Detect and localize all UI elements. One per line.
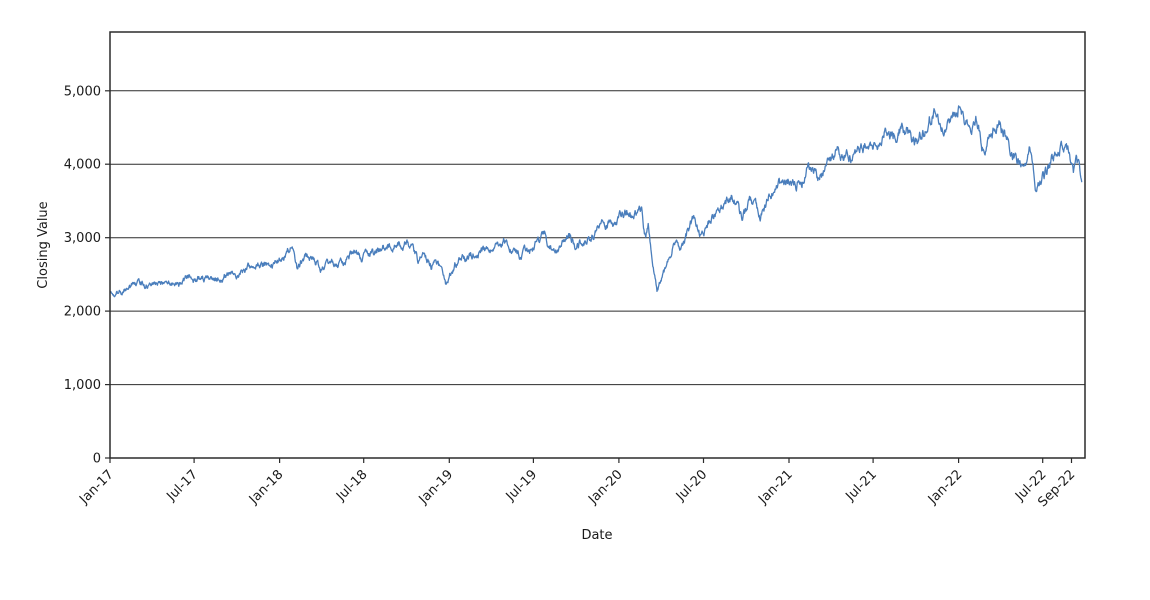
y-tick-label: 0 [93,452,101,467]
x-tick-label: Jul-19 [503,467,540,504]
x-axis-title: Date [581,528,612,543]
y-tick-label: 5,000 [64,84,101,99]
y-tick-label: 3,000 [64,231,101,246]
x-tick-label: Jul-17 [164,467,201,504]
plot-border [109,31,1086,459]
x-tick-label: Jul-21 [843,467,880,504]
x-tick-label: Jan-18 [246,467,287,508]
series-group [110,105,1083,298]
y-tick-label: 2,000 [64,305,101,320]
x-tick-label: Jan-20 [585,467,626,508]
y-tick-label: 1,000 [64,378,101,393]
x-tick-label: Jul-18 [333,467,370,504]
axis-ticks-and-labels: 0 1,000 2,000 3,000 4,000 5,000 Jan-17 Jul-17 Ja… [64,84,1079,510]
x-tick-label: Jul-20 [673,467,710,504]
x-tick-label: Jan-19 [416,467,457,508]
x-tick-label: Jan-21 [755,467,796,508]
x-tick-label: Jan-17 [76,467,117,508]
y-axis-title: Closing Value [36,201,51,288]
x-tick-label: Jan-22 [925,467,966,508]
gridlines [110,90,1085,386]
y-tick-label: 4,000 [64,158,101,173]
closing-value-series-line [110,105,1083,298]
